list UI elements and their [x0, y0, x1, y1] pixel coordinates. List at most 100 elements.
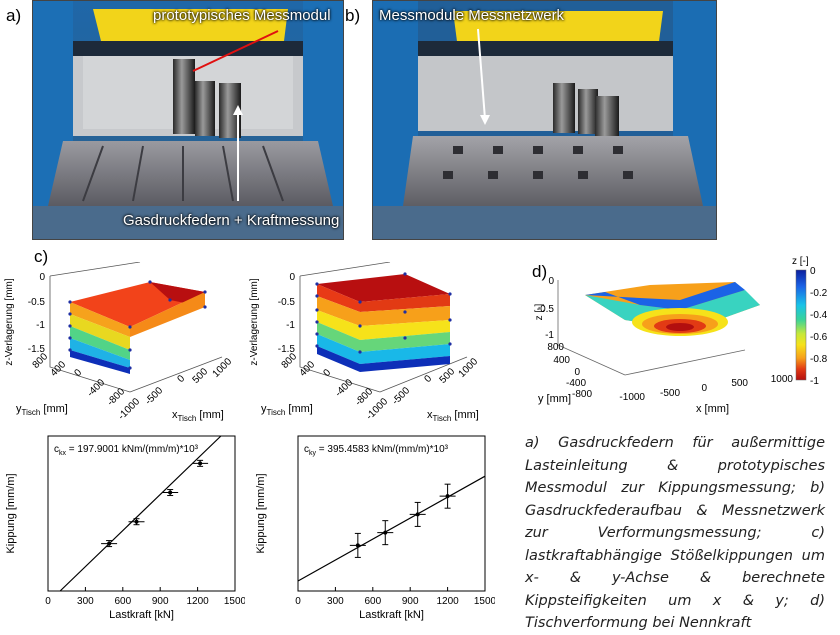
surface-y-ytick: 400	[298, 359, 318, 379]
data-point	[107, 541, 112, 546]
surface-x-ztick: -1	[36, 320, 45, 331]
x-tick-label: 0	[295, 596, 301, 607]
panel-label-b: b)	[345, 6, 361, 25]
surface-x-ztick: -0.5	[28, 297, 46, 308]
table-deformation-plot: z [-] 0 -0.5 -1 800 400 0 -400 -800 -100…	[534, 256, 828, 415]
table-ytick: -800	[572, 389, 592, 400]
surface-x-ztick: 0	[39, 272, 45, 283]
table-zlabel: z [-]	[534, 303, 545, 320]
colorbar-title: z [-]	[792, 256, 809, 267]
table-ztick: -1	[545, 330, 554, 341]
data-point	[383, 530, 388, 535]
table-xtick: 500	[731, 378, 748, 389]
press-illustration-b	[373, 1, 716, 239]
regression-line	[297, 475, 486, 582]
surface-x-xtick: -500	[143, 385, 165, 407]
x-tick-label: 300	[327, 596, 344, 607]
panel-label-c: c)	[34, 247, 49, 266]
surface-x-ztick: -1.5	[28, 344, 46, 355]
x-tick-label: 1200	[186, 596, 209, 607]
photo-b-label-network: Messmodule Messnetzwerk	[379, 7, 565, 24]
plot-area	[47, 435, 236, 592]
surface-x-ytick: -400	[85, 377, 107, 399]
surface-x-bands	[70, 282, 205, 374]
panel-label-d: d)	[532, 262, 548, 281]
plot-area	[297, 435, 486, 592]
table-ztick: -0.5	[537, 304, 555, 315]
x-tick-label: 1500	[224, 596, 245, 607]
tilt-chart-x: 0 300 600 900 1200 1500 Lastkraft [kN] Kippung …	[5, 435, 245, 621]
surface-x-ytick: -800	[105, 386, 127, 408]
surface-y-xtick: 500	[438, 366, 458, 386]
x-axis-label: Lastkraft [kN]	[359, 609, 424, 621]
figure-caption: a) Gasdruckfedern für außermittige Laste…	[525, 435, 825, 631]
tilt-chart-y: 0 300 600 900 1200 1500 Lastkraft [kN] Kippung …	[255, 435, 495, 621]
photo-a-label-springs: Gasdruckfedern + Kraftmessung	[123, 212, 340, 229]
colorbar-tick: -0.4	[810, 310, 828, 321]
x-tick-label: 1200	[436, 596, 459, 607]
surface-plot-x: z-Verlagerung [mm] 0 -0.5 -1 -1.5 800 40…	[4, 262, 234, 423]
table-ylabel: y [mm]	[538, 393, 571, 405]
x-axis-label: Lastkraft [kN]	[109, 609, 174, 621]
stiffness-annotation: cky = 395.4583 kNm/(mm/m)*10³	[304, 444, 449, 457]
y-axis-label: Kippung [mm/m]	[255, 473, 267, 553]
surface-y-bands	[317, 274, 450, 372]
table-xtick: 1000	[771, 374, 794, 385]
surface-y-ytick: -400	[333, 377, 355, 399]
data-point	[134, 519, 139, 524]
surface-x-ylabel: yTisch [mm]	[16, 403, 68, 417]
table-ytick: 0	[574, 367, 580, 378]
surface-y-points	[315, 272, 452, 354]
colorbar-tick: -1	[810, 376, 819, 387]
y-axis-label: Kippung [mm/m]	[5, 473, 17, 553]
colorbar: z [-] 0 -0.2 -0.4 -0.6 -0.8 -1	[792, 256, 828, 387]
x-tick-label: 1500	[474, 596, 495, 607]
colorbar-tick: -0.6	[810, 332, 828, 343]
surface-y-xtick: -500	[390, 385, 412, 407]
surface-y-xtick: 0	[422, 373, 434, 385]
photo-press-b: Messmodule Messnetzwerk	[372, 0, 717, 240]
surface-y-zlabel: z-Verlagerung [mm]	[249, 278, 260, 365]
x-tick-label: 0	[45, 596, 51, 607]
table-ytick: 800	[547, 342, 564, 353]
table-xtick: -500	[660, 388, 680, 399]
surface-x-zlabel: z-Verlagerung [mm]	[4, 278, 15, 365]
x-tick-label: 900	[402, 596, 419, 607]
table-xlabel: x [mm]	[696, 403, 729, 415]
surface-x-xlabel: xTisch [mm]	[172, 409, 224, 423]
data-point	[415, 512, 420, 517]
x-tick-label: 300	[77, 596, 94, 607]
data-point	[445, 494, 450, 499]
x-tick-label: 900	[152, 596, 169, 607]
colorbar-tick: 0	[810, 266, 816, 277]
x-tick-label: 600	[114, 596, 131, 607]
table-ytick: 400	[553, 355, 570, 366]
panel-label-a: a)	[6, 6, 22, 25]
x-tick-label: 600	[364, 596, 381, 607]
photo-press-a: prototypisches Messmodul Gasdruckfedern …	[32, 0, 344, 240]
surface-x-points	[68, 280, 207, 370]
photo-a-label-module: prototypisches Messmodul	[153, 7, 331, 24]
colorbar-tick: -0.2	[810, 288, 828, 299]
table-ztick: 0	[548, 276, 554, 287]
surface-x-xtick: 500	[191, 366, 211, 386]
data-point	[168, 490, 173, 495]
table-xtick: -1000	[619, 392, 645, 403]
press-illustration-a	[33, 1, 343, 239]
surface-y-ztick: 0	[289, 272, 295, 283]
surface-y-xlabel: xTisch [mm]	[427, 409, 479, 423]
surface-y-ylabel: yTisch [mm]	[261, 403, 313, 417]
surface-plot-y: z-Verlagerung [mm] 0 -0.5 -1 -1.5 800 40…	[249, 262, 480, 423]
surface-x-ytick: 400	[49, 359, 69, 379]
data-point	[355, 543, 360, 548]
regression-line	[59, 435, 222, 592]
data-point	[198, 461, 203, 466]
table-xtick: 0	[701, 383, 707, 394]
surface-x-xtick: 0	[175, 373, 187, 385]
surface-y-ztick: -1.5	[278, 344, 296, 355]
surface-y-ztick: -0.5	[278, 297, 296, 308]
table-surface	[585, 282, 760, 336]
table-ytick: -400	[566, 378, 586, 389]
colorbar-tick: -0.8	[810, 354, 828, 365]
stiffness-annotation: ckx = 197.9001 kNm/(mm/m)*10³	[54, 444, 199, 457]
